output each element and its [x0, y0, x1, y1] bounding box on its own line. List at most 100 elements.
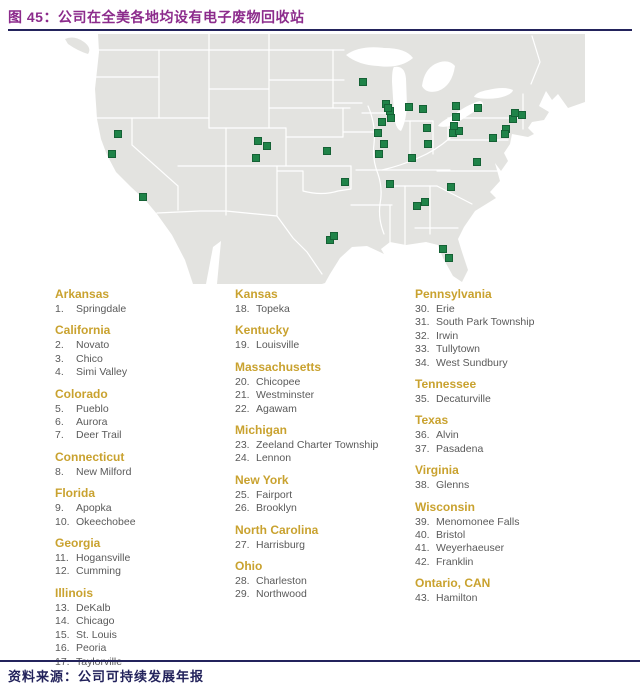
location-name: Chicopee — [256, 375, 301, 388]
location-name: Hamilton — [436, 592, 478, 605]
land-layer — [65, 34, 585, 284]
location-number: 8. — [55, 465, 64, 478]
lake-ontario — [474, 88, 513, 99]
recycling-station-marker — [359, 78, 367, 86]
state-group: New York 25. Fairport 26. Brooklyn — [235, 473, 415, 516]
location-item: 15. St. Louis — [55, 629, 235, 642]
state-group: Arkansas 1. Springdale — [55, 287, 235, 316]
location-name: Westminster — [256, 389, 315, 402]
state-group: Texas 36. Alvin 37. Pasadena — [415, 413, 615, 456]
location-name: Erie — [436, 303, 455, 315]
location-name: DeKalb — [76, 601, 111, 614]
location-item: 2. Novato — [55, 339, 235, 352]
location-number: 33. — [415, 343, 430, 356]
lake-erie — [438, 101, 483, 127]
state-group: Massachusetts 20. Chicopee 21. Westminster 22… — [235, 360, 415, 416]
state-header: Massachusetts — [235, 359, 322, 374]
state-group: Illinois 13. DeKalb 14. Chicago 15. St. Louis 1… — [55, 586, 235, 669]
recycling-station-marker — [518, 111, 526, 119]
location-name: Irwin — [436, 329, 459, 342]
location-name: Glenns — [436, 479, 470, 492]
location-number: 43. — [415, 592, 430, 605]
location-number: 42. — [415, 555, 430, 568]
recycling-station-marker — [254, 137, 262, 145]
location-item: 23. Zeeland Charter Township — [235, 439, 415, 452]
location-number: 12. — [55, 565, 70, 578]
state-header: Kansas — [235, 287, 278, 301]
recycling-station-marker — [341, 178, 349, 186]
state-header: Connecticut — [55, 449, 125, 464]
location-name: Peoria — [76, 642, 107, 655]
location-item: 39. Menomonee Falls — [415, 516, 615, 529]
location-name: Alvin — [436, 429, 459, 442]
state-group: Michigan 23. Zeeland Charter Township 24. Le… — [235, 423, 415, 466]
location-number: 20. — [235, 375, 250, 388]
location-item: 7. Deer Trail — [55, 429, 235, 442]
recycling-station-marker — [511, 109, 519, 117]
state-group: Pennsylvania 30. Erie 31. South Park Townshi… — [415, 287, 615, 370]
location-name: New Milford — [76, 465, 132, 478]
recycling-station-marker — [421, 198, 429, 206]
location-item: 9. Apopka — [55, 502, 235, 515]
recycling-station-marker — [413, 202, 421, 210]
location-item: 3. Chico — [55, 353, 235, 366]
state-group: California 2. Novato 3. Chico 4. Simi Valley — [55, 323, 235, 379]
location-item: 21. Westminster — [235, 389, 415, 402]
location-number: 15. — [55, 628, 70, 641]
location-number: 4. — [55, 366, 64, 379]
location-name: Lennon — [256, 452, 292, 465]
recycling-station-marker — [252, 154, 260, 162]
recycling-station-marker — [374, 129, 382, 137]
recycling-station-marker — [408, 154, 416, 162]
location-number: 10. — [55, 515, 70, 528]
location-number: 3. — [55, 352, 64, 365]
location-item: 5. Pueblo — [55, 403, 235, 416]
state-group: Kentucky 19. Louisville — [235, 323, 415, 352]
lake-michigan — [392, 66, 407, 131]
state-header: Georgia — [55, 536, 101, 551]
location-name: Cumming — [76, 565, 121, 578]
us-recycling-map — [60, 33, 585, 284]
location-number: 38. — [415, 479, 430, 492]
location-name: Okeechobee — [76, 515, 136, 528]
location-name: Topeka — [256, 303, 290, 315]
legend-column-3: Pennsylvania 30. Erie 31. South Park Townshi… — [415, 287, 615, 676]
state-group: Ontario, CAN 43. Hamilton — [415, 576, 615, 605]
location-name: Tullytown — [436, 343, 480, 356]
location-number: 22. — [235, 402, 250, 415]
location-number: 23. — [235, 439, 250, 452]
location-name: Zeeland Charter Township — [256, 439, 379, 452]
location-item: 14. Chicago — [55, 615, 235, 628]
state-header: Virginia — [415, 463, 459, 478]
location-item: 27. Harrisburg — [235, 539, 415, 552]
markers-layer — [108, 78, 526, 262]
recycling-station-marker — [452, 113, 460, 121]
state-header: North Carolina — [235, 522, 319, 537]
lakes-layer — [206, 47, 513, 284]
location-name: Aurora — [76, 416, 108, 429]
title-rule — [8, 29, 632, 31]
recycling-station-marker — [375, 150, 383, 158]
location-item: 29. Northwood — [235, 588, 415, 601]
location-number: 29. — [235, 588, 250, 601]
recycling-station-marker — [323, 147, 331, 155]
location-number: 11. — [55, 552, 69, 565]
location-number: 28. — [235, 575, 250, 588]
state-header: Kentucky — [235, 323, 290, 338]
location-name: West Sundbury — [436, 356, 508, 369]
recycling-station-marker — [108, 150, 116, 158]
location-number: 32. — [415, 329, 430, 342]
location-item: 6. Aurora — [55, 416, 235, 429]
legend: Arkansas 1. Springdale California 2. Novato 3.… — [55, 287, 630, 676]
location-number: 31. — [415, 316, 430, 329]
state-group: Tennessee 35. Decaturville — [415, 377, 615, 406]
location-item: 34. West Sundbury — [415, 357, 615, 370]
vancouver-island-shape — [65, 37, 90, 54]
gulf-of-california — [206, 241, 221, 284]
recycling-station-marker — [405, 103, 413, 111]
state-group: Ohio 28. Charleston 29. Northwood — [235, 559, 415, 602]
location-item: 25. Fairport — [235, 489, 415, 502]
recycling-station-marker — [384, 104, 392, 112]
state-group: Colorado 5. Pueblo 6. Aurora 7. Deer Trail — [55, 387, 235, 443]
recycling-station-marker — [419, 105, 427, 113]
